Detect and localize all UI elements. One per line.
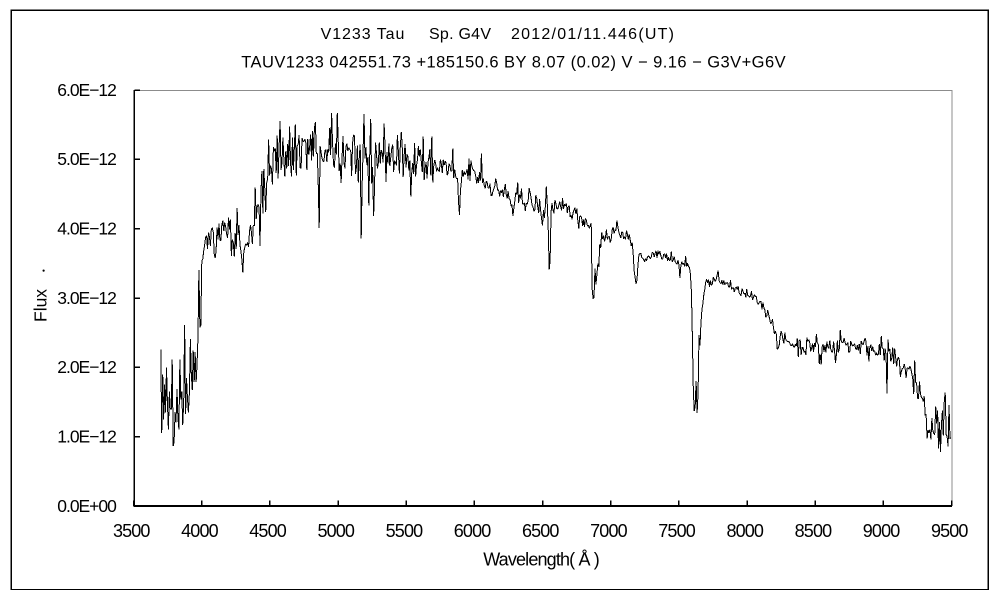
svg-text:9000: 9000 bbox=[863, 521, 901, 541]
svg-text:Wavelength( Å ): Wavelength( Å ) bbox=[483, 549, 600, 569]
svg-text:4.0E−12: 4.0E−12 bbox=[57, 219, 117, 239]
svg-text:6000: 6000 bbox=[454, 521, 492, 541]
svg-text:8500: 8500 bbox=[795, 521, 833, 541]
svg-text:1.0E−12: 1.0E−12 bbox=[57, 427, 117, 447]
svg-text:2012/01/11.446(UT): 2012/01/11.446(UT) bbox=[511, 26, 674, 43]
svg-text:6.0E−12: 6.0E−12 bbox=[57, 80, 117, 100]
svg-text:6500: 6500 bbox=[522, 521, 560, 541]
svg-text:5.0E−12: 5.0E−12 bbox=[57, 149, 117, 169]
svg-text:8000: 8000 bbox=[726, 521, 764, 541]
svg-text:5000: 5000 bbox=[317, 521, 355, 541]
svg-text:TAUV1233 042551.73 +185150.6 B: TAUV1233 042551.73 +185150.6 BY 8.07 (0.… bbox=[241, 53, 785, 71]
svg-text:3500: 3500 bbox=[113, 521, 151, 541]
svg-text:2.0E−12: 2.0E−12 bbox=[57, 357, 117, 377]
svg-text:7000: 7000 bbox=[590, 521, 628, 541]
svg-text:7500: 7500 bbox=[658, 521, 696, 541]
svg-text:4500: 4500 bbox=[249, 521, 287, 541]
svg-text:Flux: Flux bbox=[31, 289, 51, 322]
svg-text:0.0E+00: 0.0E+00 bbox=[57, 496, 117, 516]
svg-text:5500: 5500 bbox=[386, 521, 424, 541]
svg-text:V1233 Tau: V1233 Tau bbox=[321, 26, 405, 43]
svg-text:3.0E−12: 3.0E−12 bbox=[57, 288, 117, 308]
svg-text:9500: 9500 bbox=[931, 521, 969, 541]
svg-text:4000: 4000 bbox=[181, 521, 219, 541]
svg-text:Sp. G4V: Sp. G4V bbox=[429, 26, 491, 43]
